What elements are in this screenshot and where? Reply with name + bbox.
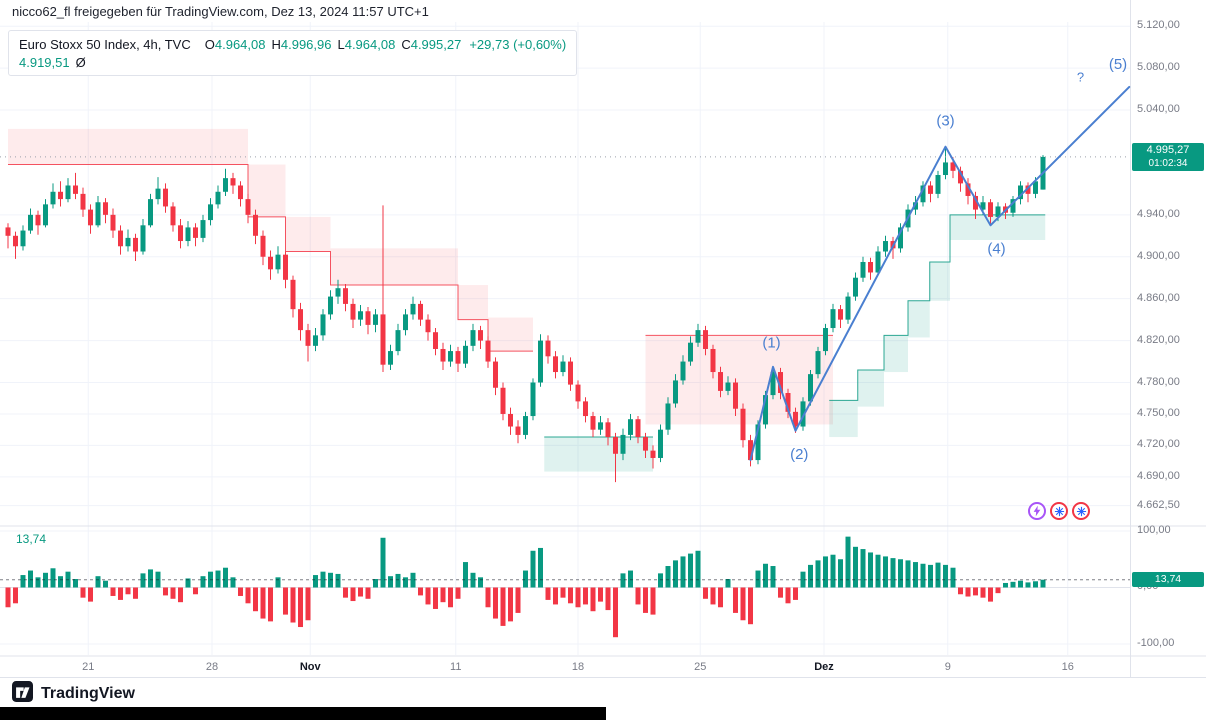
pane-separators bbox=[0, 0, 1206, 678]
time-axis[interactable]: 21 28 Nov 11 18 25 Dez 9 16 bbox=[0, 656, 1130, 678]
change-value: +29,73 (+0,60%) bbox=[469, 37, 567, 52]
tradingview-logo-text[interactable]: TradingView bbox=[41, 685, 135, 702]
bottom-black-bar bbox=[0, 707, 606, 720]
elliott-wave-drawing[interactable]: (1) (2) (3) (4) (5)? bbox=[749, 56, 1131, 463]
time-axis-label: 21 bbox=[82, 661, 95, 673]
snowflake-icon[interactable] bbox=[1072, 502, 1090, 520]
time-axis-label: 28 bbox=[205, 661, 219, 673]
time-axis-label: Dez bbox=[814, 661, 834, 673]
price-axis-label: 5.040,00 bbox=[1137, 103, 1180, 116]
ohlc-key: O bbox=[204, 37, 215, 52]
price-axis[interactable]: 5.120,00 5.080,00 5.040,00 4.940,00 4.900,00… bbox=[1131, 0, 1206, 678]
price-axis-label: 4.900,00 bbox=[1137, 249, 1180, 262]
legend-row-ohlc: Euro Stoxx 50 Index, 4h, TVC O4.964,08 H4.… bbox=[19, 37, 566, 52]
price-axis-label: 4.860,00 bbox=[1137, 291, 1180, 304]
wave-label-question: ? bbox=[1077, 69, 1084, 84]
current-value-lines bbox=[0, 156, 1130, 581]
snowflake-icon[interactable] bbox=[1050, 502, 1068, 520]
price-axis-label: 5.120,00 bbox=[1137, 19, 1180, 32]
legend-row-average: 4.919,51 Ø bbox=[19, 55, 566, 70]
bar-countdown: 01:02:34 bbox=[1148, 158, 1188, 169]
time-axis-label: Nov bbox=[299, 661, 321, 673]
time-axis-label: 18 bbox=[571, 661, 585, 673]
average-value: 4.919,51 bbox=[19, 55, 70, 70]
oscillator-value-badge: 13,74 bbox=[1132, 572, 1204, 587]
chart-plot-area[interactable]: (1) (2) (3) (4) (5)? bbox=[0, 0, 1206, 678]
ohlc-value: 4.964,08 bbox=[344, 37, 396, 52]
ohlc-key: C bbox=[401, 37, 411, 52]
price-axis-label: 4.820,00 bbox=[1137, 333, 1180, 346]
symbol-title[interactable]: Euro Stoxx 50 Index, 4h, TVC bbox=[19, 37, 191, 52]
grid-layer bbox=[0, 22, 1130, 655]
current-price-value: 4.995,27 bbox=[1146, 144, 1190, 156]
price-axis-label: 5.080,00 bbox=[1137, 61, 1180, 74]
price-axis-label: 4.940,00 bbox=[1137, 207, 1180, 220]
oscillator-axis-label: -100,00 bbox=[1137, 636, 1175, 649]
current-price-badge: 4.995,27 01:02:34 bbox=[1132, 143, 1204, 171]
oscillator-axis-label: 100,00 bbox=[1137, 523, 1171, 536]
ohlc-key: L bbox=[337, 37, 345, 52]
wave-label-5: (5) bbox=[1109, 56, 1127, 73]
price-axis-label: 4.720,00 bbox=[1137, 438, 1180, 451]
wave-label-2: (2) bbox=[790, 446, 808, 463]
wave-label-4: (4) bbox=[987, 240, 1005, 257]
share-attribution: nicco62_fl freigegeben für TradingView.c… bbox=[12, 4, 429, 19]
average-symbol: Ø bbox=[75, 55, 86, 70]
oscillator-histogram bbox=[0, 536, 1130, 638]
ohlc-key: H bbox=[271, 37, 281, 52]
time-axis-label: 9 bbox=[944, 661, 951, 673]
symbol-legend: Euro Stoxx 50 Index, 4h, TVC O4.964,08 H4.… bbox=[8, 30, 578, 76]
wave-label-3: (3) bbox=[936, 113, 954, 130]
ohlc-value: 4.996,96 bbox=[280, 37, 332, 52]
ohlc-value: 4.995,27 bbox=[410, 37, 462, 52]
candlestick-series bbox=[5, 146, 1046, 483]
ohlc-values: O4.964,08 H4.996,96 L4.964,08 C4.995,27 bbox=[199, 37, 462, 52]
tradingview-logo-icon[interactable] bbox=[12, 681, 33, 707]
lightning-icon[interactable] bbox=[1028, 502, 1046, 520]
price-axis-label: 4.780,00 bbox=[1137, 375, 1180, 388]
price-axis-label: 4.750,00 bbox=[1137, 406, 1180, 419]
footer: TradingView bbox=[12, 681, 135, 707]
price-axis-label: 4.690,00 bbox=[1137, 469, 1180, 482]
time-axis-label: 11 bbox=[450, 661, 462, 673]
time-axis-label: 25 bbox=[694, 661, 707, 673]
oscillator-current-value: 13,74 bbox=[16, 532, 47, 546]
time-axis-label: 16 bbox=[1061, 661, 1074, 673]
chart-reaction-icons bbox=[1028, 502, 1090, 520]
ohlc-value: 4.964,08 bbox=[214, 37, 266, 52]
trend-cloud-layer bbox=[8, 128, 1046, 472]
price-axis-label: 4.662,50 bbox=[1137, 498, 1180, 511]
wave-label-1: (1) bbox=[762, 335, 780, 352]
